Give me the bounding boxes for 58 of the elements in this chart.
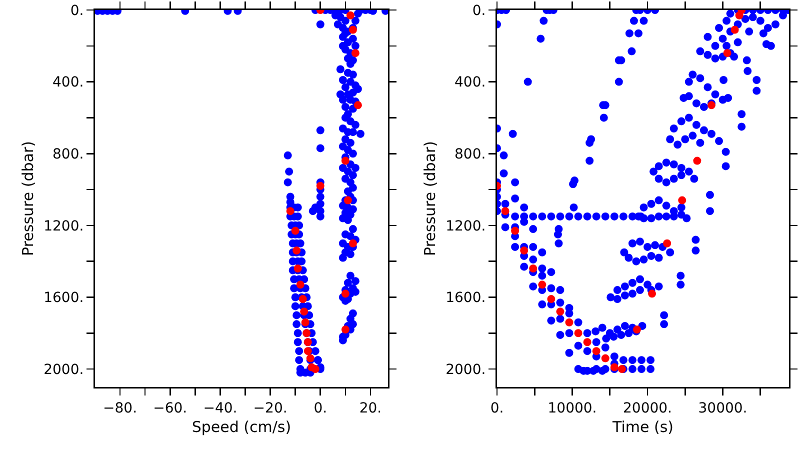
point <box>723 49 732 58</box>
point <box>316 182 324 190</box>
y-tick-label: 800. <box>454 146 486 163</box>
point <box>529 264 538 273</box>
x-tick-label: −60. <box>153 400 188 416</box>
point <box>520 246 528 255</box>
y-axis-title: Pressure (dbar) <box>421 141 440 256</box>
x-tick-label: 30000. <box>698 400 748 416</box>
x-tick-label: −80. <box>103 400 138 416</box>
point <box>556 308 564 316</box>
point <box>574 329 582 338</box>
y-tick-label: 1600. <box>446 290 486 306</box>
point <box>344 196 352 204</box>
point <box>583 338 592 346</box>
point <box>648 290 656 298</box>
point <box>286 207 294 216</box>
x-axis-title: Time (s) <box>612 418 674 436</box>
x-axis-title: Speed (cm/s) <box>192 418 292 436</box>
point <box>291 226 300 235</box>
y-tick-label: 1200. <box>44 218 84 234</box>
y-axis-title: Pressure (dbar) <box>19 141 38 256</box>
point <box>354 101 362 110</box>
y-tick-label: 400. <box>52 74 84 91</box>
point <box>311 365 320 374</box>
point <box>601 354 610 362</box>
point <box>341 326 350 334</box>
point <box>351 49 360 58</box>
point <box>341 290 350 298</box>
point <box>341 156 350 165</box>
y-tick-label: 2000. <box>446 362 486 378</box>
point <box>730 26 739 34</box>
point <box>511 226 520 235</box>
y-tick-label: 0. <box>70 2 84 19</box>
point <box>538 280 546 289</box>
point <box>346 11 354 20</box>
x-tick-label: −40. <box>203 400 238 416</box>
y-tick-label: 1600. <box>44 290 84 306</box>
point <box>296 280 304 289</box>
x-tick-label: 0. <box>314 400 328 416</box>
point <box>693 156 702 165</box>
y-tick-label: 2000. <box>44 362 84 378</box>
point <box>565 318 574 326</box>
point <box>348 239 357 248</box>
y-tick-label: 0. <box>472 2 486 19</box>
point <box>501 207 510 216</box>
x-tick-label: 20000. <box>623 400 672 416</box>
x-tick-label: 10000. <box>548 400 597 416</box>
point <box>592 347 600 356</box>
point <box>678 196 686 204</box>
x-tick-label: 20. <box>359 400 382 416</box>
point <box>663 239 672 248</box>
x-tick-label: 0. <box>490 400 504 416</box>
y-tick-label: 1200. <box>446 218 486 234</box>
x-tick-label: −20. <box>253 400 288 416</box>
y-tick-label: 400. <box>454 74 486 91</box>
point <box>547 295 556 304</box>
point <box>300 308 308 316</box>
y-tick-label: 800. <box>52 146 84 163</box>
